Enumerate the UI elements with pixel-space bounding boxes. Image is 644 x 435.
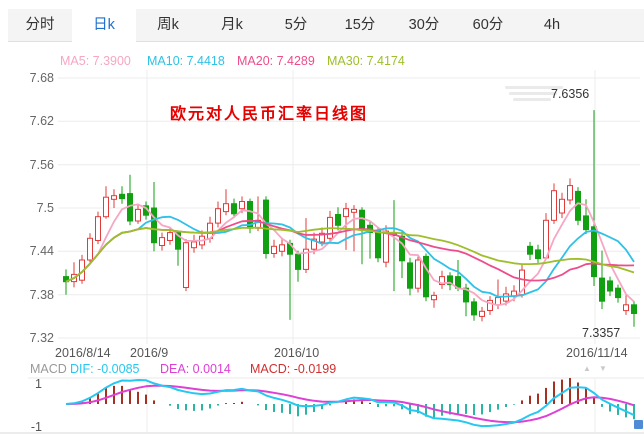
y-axis-label: 7.32 [29, 331, 54, 345]
macd-panel-label: MACD [30, 362, 67, 376]
tab-4h[interactable]: 4h [543, 17, 561, 33]
x-axis-label: 2016/9 [130, 346, 169, 360]
ma20-legend: MA20: 7.4289 [237, 54, 315, 68]
tab-daily-k[interactable]: 日k [72, 9, 136, 42]
x-axis-label: 2016/11/14 [566, 346, 628, 360]
ma30-legend: MA30: 7.4174 [327, 54, 405, 68]
panel-up-arrow-icon[interactable]: ▲ [583, 364, 591, 373]
watermark [505, 86, 563, 89]
panel-down-arrow-icon[interactable]: ▼ [599, 364, 607, 373]
ma5-legend: MA5: 7.3900 [60, 54, 131, 68]
high-annotation: 7.6356 [551, 87, 590, 101]
scroll-handle[interactable] [634, 420, 643, 429]
watermark [513, 98, 551, 101]
macd-y-axis-label: 1 [35, 377, 42, 391]
y-axis-label: 7.56 [29, 158, 54, 172]
macd-y-axis-label: -1 [30, 420, 42, 434]
x-axis-label: 2016/10 [274, 346, 320, 360]
y-axis-label: 7.44 [29, 244, 54, 258]
macd-dif-label: DIF: -0.0085 [70, 362, 140, 376]
period-tabbar: 分时 日k 周k 月k 5分 15分 30分 60分 4h [8, 9, 644, 42]
macd-value-label: MACD: -0.0199 [250, 362, 337, 376]
ma10-legend: MA10: 7.4418 [147, 54, 225, 68]
chart-title: 欧元对人民币汇率日线图 [170, 106, 369, 123]
watermark [509, 92, 557, 95]
tab-5min[interactable]: 5分 [284, 17, 308, 33]
tab-monthly-k[interactable]: 月k [221, 17, 243, 33]
tab-60min[interactable]: 60分 [472, 17, 504, 33]
x-axis-label: 2016/8/14 [55, 346, 111, 360]
y-axis-label: 7.5 [36, 201, 54, 215]
tab-minute[interactable]: 分时 [25, 17, 55, 33]
y-axis-label: 7.62 [29, 114, 54, 128]
y-axis-label: 7.68 [29, 71, 54, 85]
macd-dea-label: DEA: 0.0014 [160, 362, 231, 376]
y-axis-label: 7.38 [29, 288, 54, 302]
tab-30min[interactable]: 30分 [408, 17, 440, 33]
tab-15min[interactable]: 15分 [344, 17, 376, 33]
low-annotation: 7.3357 [582, 326, 621, 340]
tab-weekly-k[interactable]: 周k [157, 17, 179, 33]
